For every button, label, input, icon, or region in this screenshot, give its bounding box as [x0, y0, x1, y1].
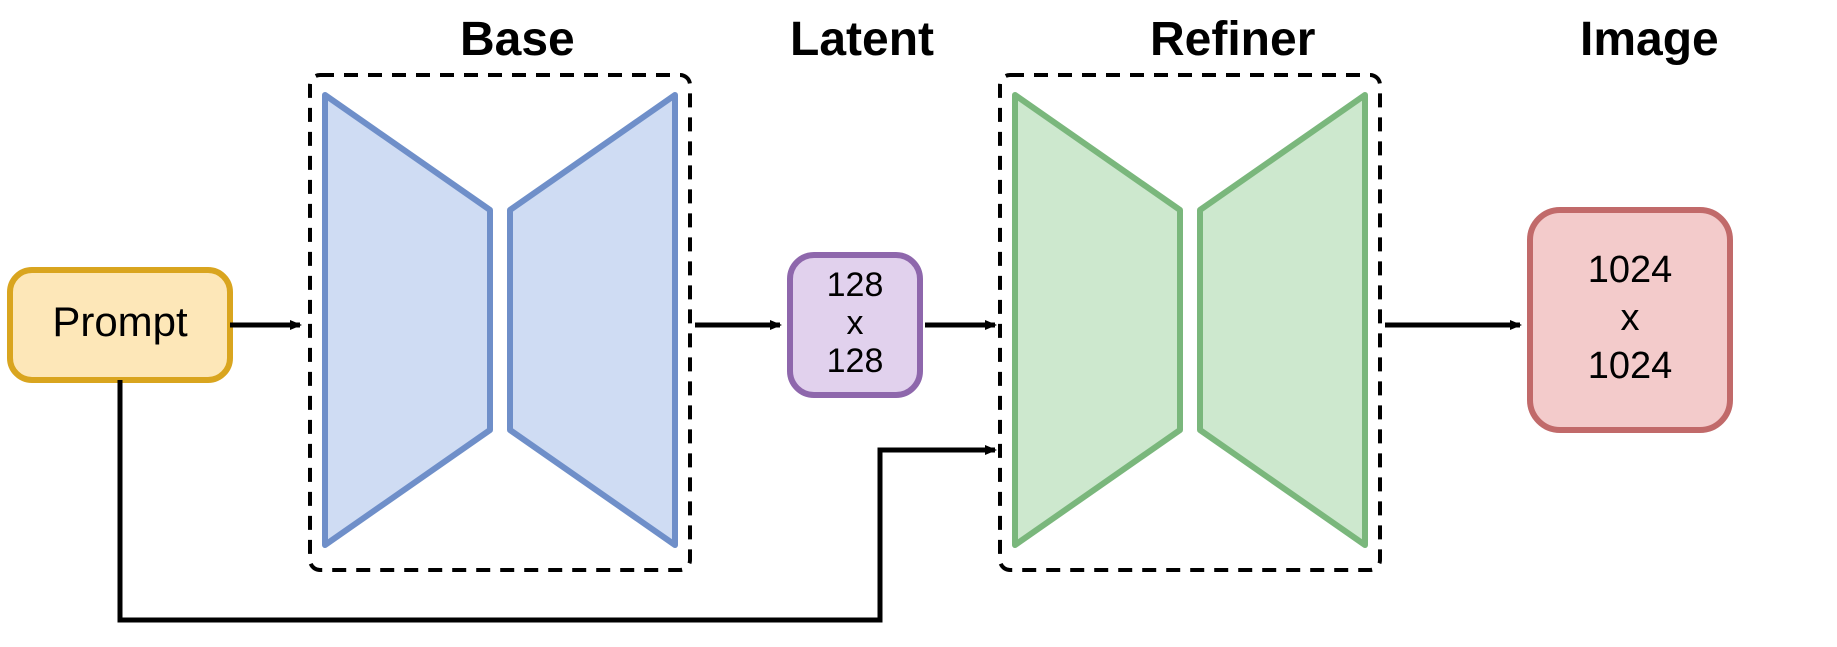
base-encoder — [325, 95, 490, 545]
image-heading: Image — [1580, 13, 1719, 66]
refiner-encoder — [1015, 95, 1180, 545]
image-text-line: 1024 — [1588, 249, 1673, 291]
base-heading: Base — [460, 13, 575, 66]
latent-text-line: x — [847, 304, 864, 342]
latent-heading: Latent — [790, 13, 934, 66]
image-text-line: x — [1621, 297, 1640, 339]
base-decoder — [510, 95, 675, 545]
image-text-line: 1024 — [1588, 345, 1673, 387]
latent-text-line: 128 — [827, 266, 884, 304]
prompt-label: Prompt — [52, 298, 188, 345]
refiner-decoder — [1200, 95, 1365, 545]
latent-text-line: 128 — [827, 342, 884, 380]
refiner-heading: Refiner — [1150, 13, 1315, 66]
